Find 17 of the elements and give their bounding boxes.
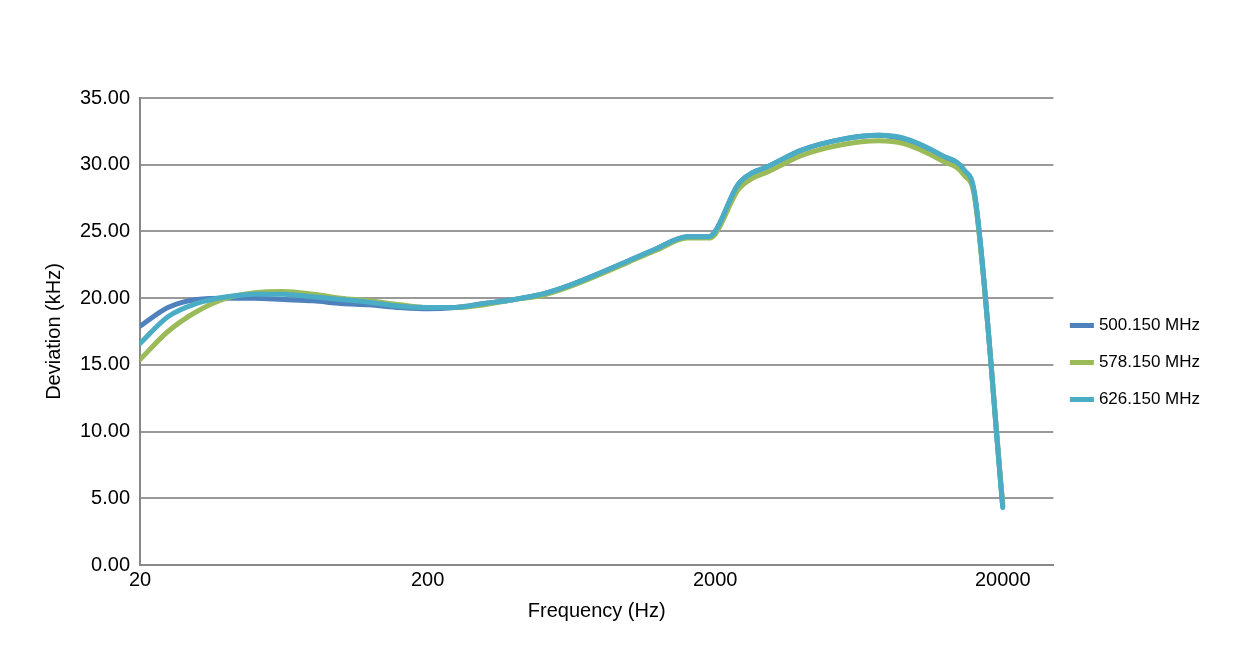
- y-tick-label: 10.00: [79, 419, 131, 442]
- y-tick-label: 20.00: [79, 285, 131, 308]
- legend-label: 578.150 MHz: [1098, 352, 1201, 372]
- y-tick-label: 15.00: [79, 352, 131, 375]
- x-tick-label: 200: [410, 567, 445, 590]
- x-tick-label: 20: [128, 567, 152, 590]
- y-tick-label: 30.00: [79, 152, 131, 175]
- y-tick-label: 25.00: [79, 218, 131, 241]
- legend-label: 626.150 MHz: [1098, 389, 1201, 409]
- x-tick-label: 20000: [974, 567, 1031, 590]
- y-axis-title: Deviation (kHz): [41, 263, 64, 400]
- y-tick-label: 5.00: [91, 485, 131, 508]
- legend-label: 500.150 MHz: [1098, 315, 1201, 335]
- x-axis-title: Frequency (Hz): [527, 598, 666, 621]
- y-tick-label: 0.00: [91, 552, 131, 575]
- y-tick-label: 35.00: [79, 85, 131, 108]
- x-tick-label: 2000: [692, 567, 738, 590]
